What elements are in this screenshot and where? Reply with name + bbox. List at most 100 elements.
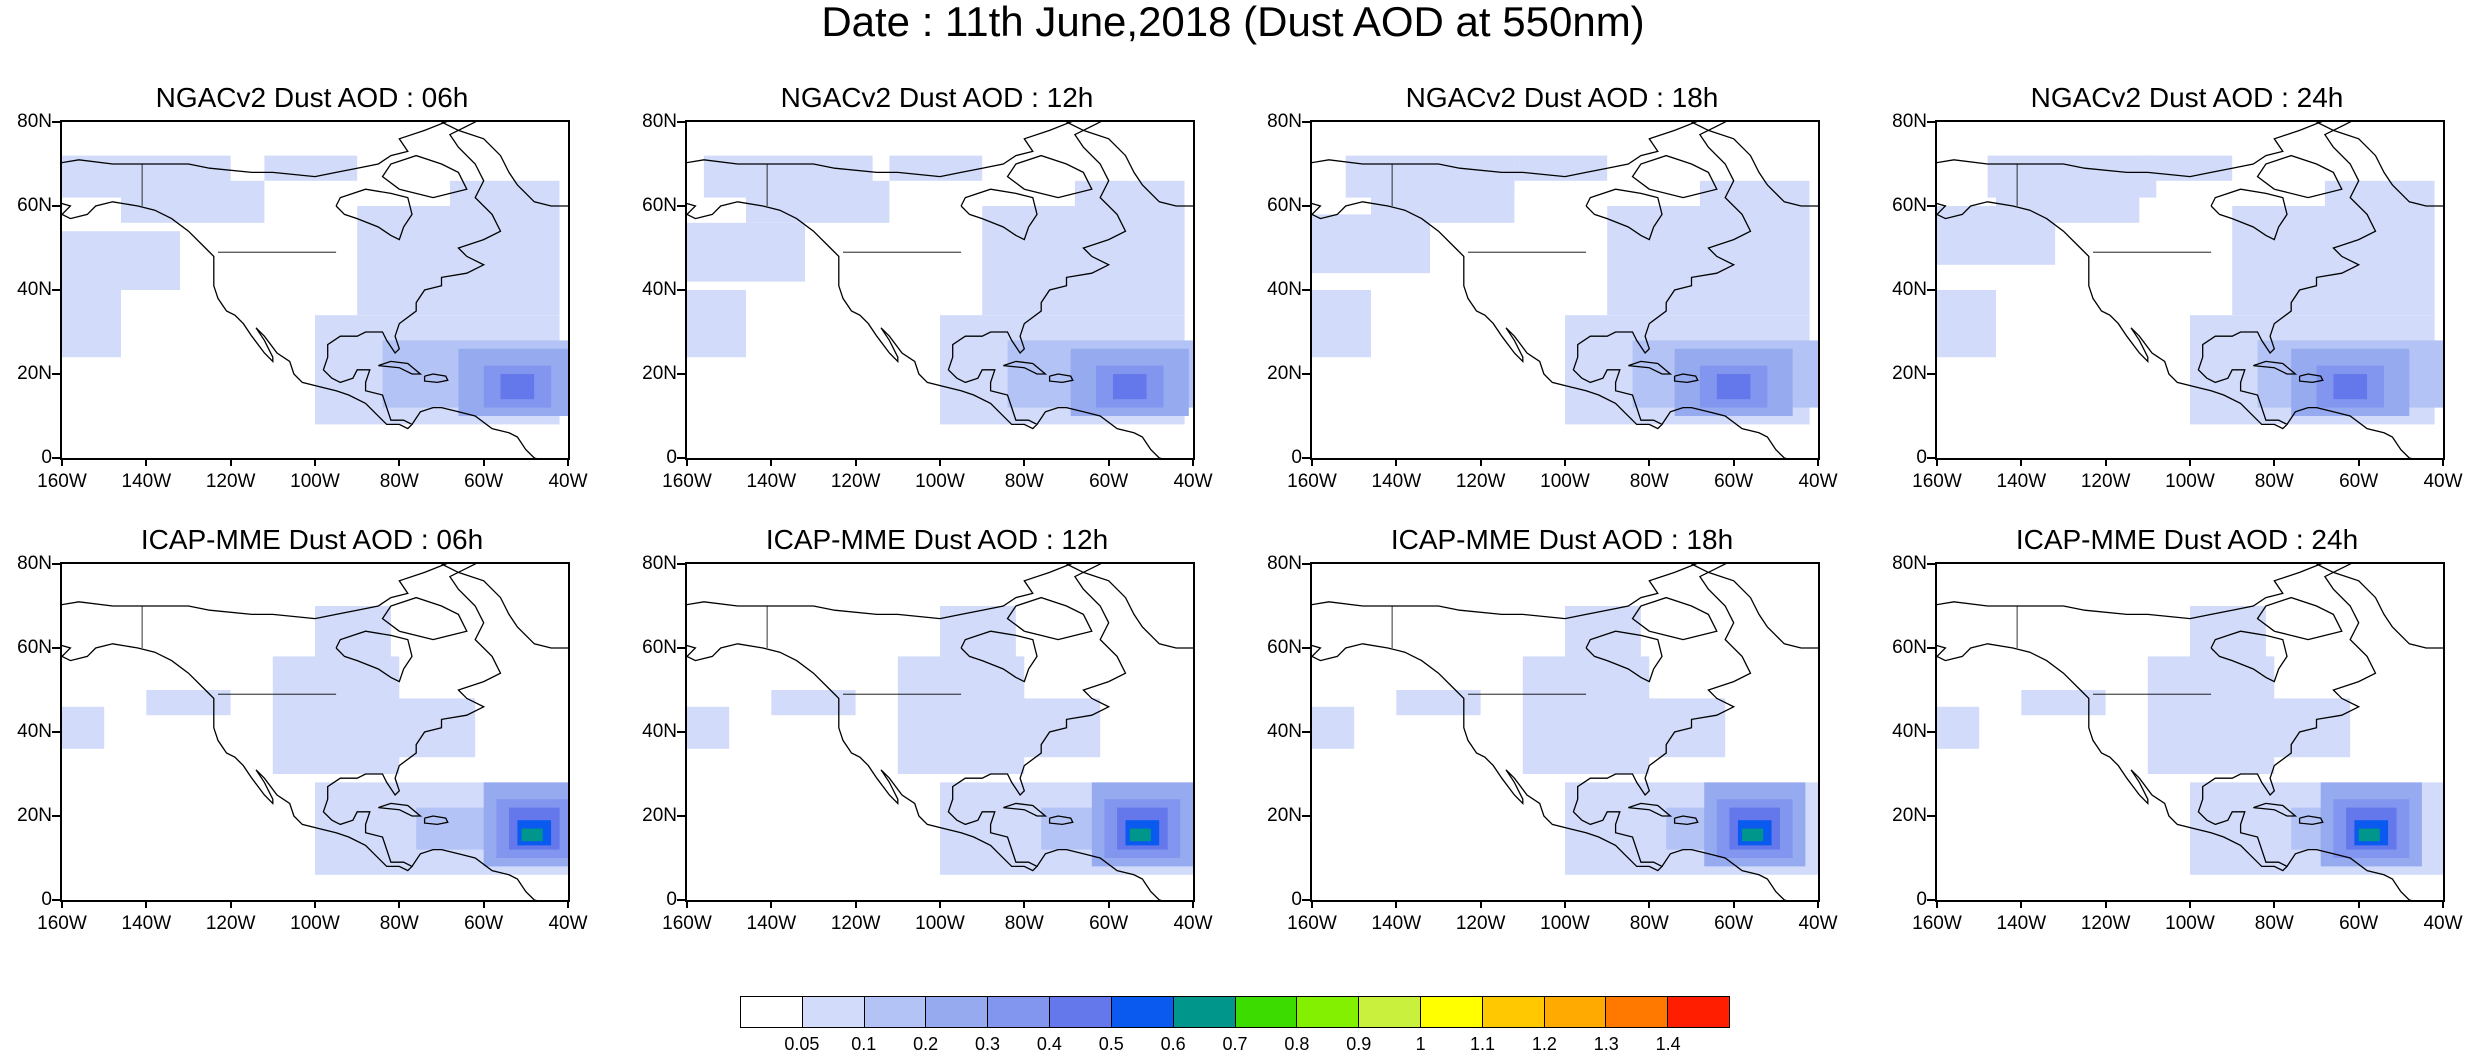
colorbar-swatch — [1173, 997, 1236, 1027]
map-plot-area — [1935, 120, 2445, 460]
longitude-tick-mark — [145, 458, 148, 466]
longitude-tick-mark — [770, 458, 773, 466]
latitude-tick-label: 40N — [642, 279, 677, 300]
colorbar-swatch — [1668, 997, 1729, 1027]
longitude-tick-label: 140W — [121, 913, 172, 934]
longitude-tick-mark — [2273, 458, 2276, 466]
coastline-greenland — [1691, 122, 1818, 207]
longitude-tick-mark — [2357, 900, 2360, 908]
coastline-cuba — [2253, 802, 2298, 817]
dust-aod-cell — [687, 290, 746, 358]
coastline-north-america — [62, 122, 502, 430]
latitude-tick-mark — [677, 647, 685, 649]
panel-title: NGACv2 Dust AOD : 18h — [1405, 82, 1719, 113]
coastline-hispaniola — [1673, 373, 1699, 384]
longitude-tick-mark — [2104, 458, 2107, 466]
latitude-tick-mark — [677, 815, 685, 817]
latitude-tick-mark — [1302, 121, 1310, 123]
latitude-tick-label: 0 — [1916, 447, 1927, 468]
longitude-tick-label: 40W — [1173, 913, 1213, 934]
longitude-tick-mark — [854, 458, 857, 466]
latitude-tick-label: 20N — [1892, 805, 1927, 826]
longitude-tick-label: 160W — [37, 471, 87, 492]
longitude-tick-mark — [854, 900, 857, 908]
coastline-greenland — [2316, 564, 2443, 649]
longitude-tick-label: 120W — [830, 471, 881, 492]
map-panel: ICAP-MME Dust AOD : 06h 80N 60N 40N 20N 0 160W… — [0, 522, 600, 942]
latitude-tick-mark — [1302, 289, 1310, 291]
coastline-cuba — [1628, 802, 1673, 817]
latitude-tick-label: 40N — [17, 721, 52, 742]
latitude-tick-mark — [1302, 457, 1310, 459]
coastline-hudson-bay — [1585, 630, 1663, 683]
map-panel: NGACv2 Dust AOD : 18h 80N 60N 40N 20N 0 160W 14… — [1250, 80, 1850, 500]
coastline-south-america — [411, 848, 537, 900]
latitude-tick-label: 0 — [41, 447, 52, 468]
latitude-tick-mark — [677, 373, 685, 375]
longitude-tick-mark — [2442, 458, 2444, 466]
longitude-tick-mark — [1817, 458, 1819, 466]
dust-aod-cell — [521, 828, 543, 842]
colorbar-label: 1 — [1415, 1034, 1426, 1054]
longitude-tick-mark — [1311, 900, 1313, 908]
longitude-tick-label: 60W — [2339, 471, 2379, 492]
longitude-tick-label: 60W — [464, 471, 504, 492]
latitude-tick-label: 80N — [1892, 553, 1927, 574]
coastline-baffin-island — [2256, 596, 2343, 641]
coastline-hudson-bay — [2210, 188, 2288, 241]
longitude-tick-label: 80W — [1004, 471, 1044, 492]
dust-aod-cell — [264, 155, 358, 181]
panel-title: ICAP-MME Dust AOD : 18h — [1390, 524, 1734, 555]
latitude-tick-mark — [1927, 289, 1935, 291]
longitude-tick-mark — [1732, 458, 1735, 466]
longitude-tick-mark — [1648, 458, 1651, 466]
latitude-tick-label: 40N — [642, 721, 677, 742]
latitude-tick-mark — [677, 899, 685, 901]
longitude-tick-label: 80W — [379, 913, 419, 934]
longitude-tick-mark — [2104, 900, 2107, 908]
latitude-tick-mark — [677, 205, 685, 207]
coastline-hudson-bay — [960, 188, 1038, 241]
longitude-tick-label: 120W — [830, 913, 881, 934]
coastline-north-america — [687, 122, 1127, 430]
coastline-south-america — [1661, 406, 1787, 458]
coastline-cuba — [378, 802, 423, 817]
dust-aod-cell — [703, 155, 873, 198]
longitude-tick-label: 40W — [548, 913, 588, 934]
latitude-tick-mark — [1302, 731, 1310, 733]
longitude-tick-mark — [2189, 900, 2191, 908]
longitude-tick-label: 120W — [205, 913, 256, 934]
colorbar-label: 0.8 — [1284, 1034, 1310, 1054]
longitude-tick-mark — [398, 458, 401, 466]
colorbar-swatch — [1235, 997, 1298, 1027]
colorbar-swatch — [988, 997, 1051, 1027]
colorbar-label: 0.3 — [974, 1034, 1001, 1054]
longitude-tick-label: 160W — [1287, 471, 1337, 492]
dust-aod-cell — [2324, 180, 2435, 274]
latitude-tick-label: 0 — [666, 447, 677, 468]
latitude-tick-label: 0 — [1916, 889, 1927, 910]
dust-aod-cell — [1716, 374, 1751, 400]
latitude-tick-label: 60N — [17, 637, 52, 658]
longitude-tick-mark — [1395, 458, 1398, 466]
latitude-tick-label: 20N — [642, 363, 677, 384]
coastline-greenland — [441, 564, 568, 649]
dust-aod-cell — [1396, 690, 1481, 716]
longitude-tick-label: 160W — [37, 913, 87, 934]
dust-aod-cell — [62, 706, 105, 749]
latitude-tick-label: 20N — [1267, 805, 1302, 826]
dust-aod-cell — [2333, 374, 2368, 400]
colorbar-label: 1.1 — [1469, 1034, 1496, 1054]
map-panel: ICAP-MME Dust AOD : 24h 80N 60N 40N 20N 0 160W… — [1875, 522, 2466, 942]
colorbar-label: 1.4 — [1655, 1034, 1681, 1054]
longitude-tick-label: 80W — [2254, 471, 2294, 492]
latitude-tick-mark — [52, 121, 60, 123]
coastline-baffin-island — [1631, 596, 1718, 641]
colorbar-label: 0.4 — [1036, 1034, 1062, 1054]
dust-aod-cell — [1074, 180, 1185, 274]
dust-aod-cell — [1565, 606, 1641, 690]
dust-aod-cell — [1742, 828, 1764, 842]
colorbar-swatch — [926, 997, 989, 1027]
longitude-tick-mark — [229, 900, 232, 908]
coastline-cuba — [1628, 360, 1673, 375]
